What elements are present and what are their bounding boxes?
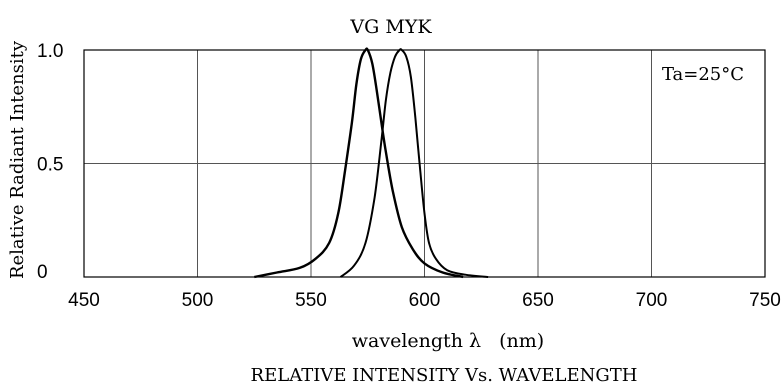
temperature-annotation: Ta=25°C xyxy=(662,64,744,85)
x-tick-label: 500 xyxy=(182,290,214,311)
x-tick-label: 600 xyxy=(409,290,441,311)
x-tick-label: 550 xyxy=(295,290,327,311)
x-tick-label: 450 xyxy=(68,290,100,311)
series-line-vg xyxy=(254,47,464,279)
x-tick-label: 650 xyxy=(522,290,554,311)
grid-lines xyxy=(84,50,765,277)
x-tick-label: 700 xyxy=(636,290,668,311)
y-tick-labels: 0 0.5 1.0 xyxy=(37,41,63,283)
plot-frame xyxy=(83,49,766,278)
y-tick-label: 0.5 xyxy=(37,155,63,176)
series-line-myk xyxy=(339,48,489,278)
x-axis-label: wavelength λ (nm) xyxy=(352,330,544,352)
y-tick-label: 0 xyxy=(37,262,48,283)
x-tick-label: 750 xyxy=(749,290,781,311)
series-layer xyxy=(254,47,489,279)
y-axis-label: Relative Radiant Intensity xyxy=(7,40,28,279)
y-tick-label: 1.0 xyxy=(37,41,63,62)
x-tick-labels: 450 500 550 600 650 700 750 xyxy=(68,290,781,311)
chart-title: RELATIVE INTENSITY Vs. WAVELENGTH xyxy=(251,365,638,386)
series-labels: VG MYK xyxy=(349,16,432,38)
